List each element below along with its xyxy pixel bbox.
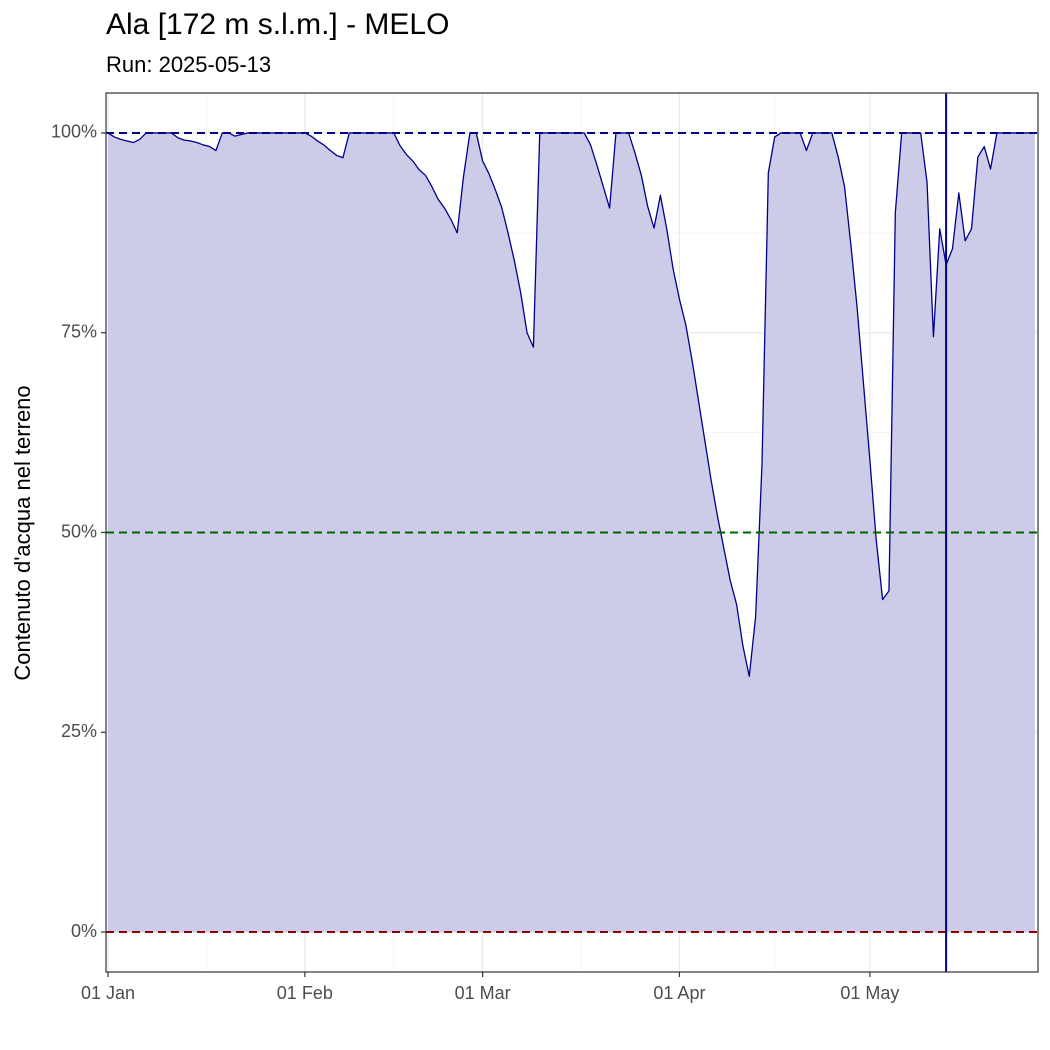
x-tick-label: 01 Apr bbox=[653, 983, 705, 1003]
y-tick-label: 0% bbox=[71, 921, 97, 941]
chart-subtitle: Run: 2025-05-13 bbox=[106, 52, 271, 77]
y-tick-label: 50% bbox=[61, 521, 97, 541]
area bbox=[108, 132, 1035, 933]
y-tick-label: 100% bbox=[51, 122, 97, 142]
chart-title: Ala [172 m s.l.m.] - MELO bbox=[106, 8, 449, 41]
y-tick-label: 25% bbox=[61, 721, 97, 741]
x-tick-label: 01 May bbox=[840, 983, 899, 1003]
y-axis-label: Contenuto d'acqua nel terreno bbox=[10, 385, 35, 680]
x-tick-label: 01 Feb bbox=[277, 983, 333, 1003]
x-tick-label: 01 Jan bbox=[81, 983, 135, 1003]
x-tick-label: 01 Mar bbox=[455, 983, 511, 1003]
y-tick-label: 75% bbox=[61, 321, 97, 341]
